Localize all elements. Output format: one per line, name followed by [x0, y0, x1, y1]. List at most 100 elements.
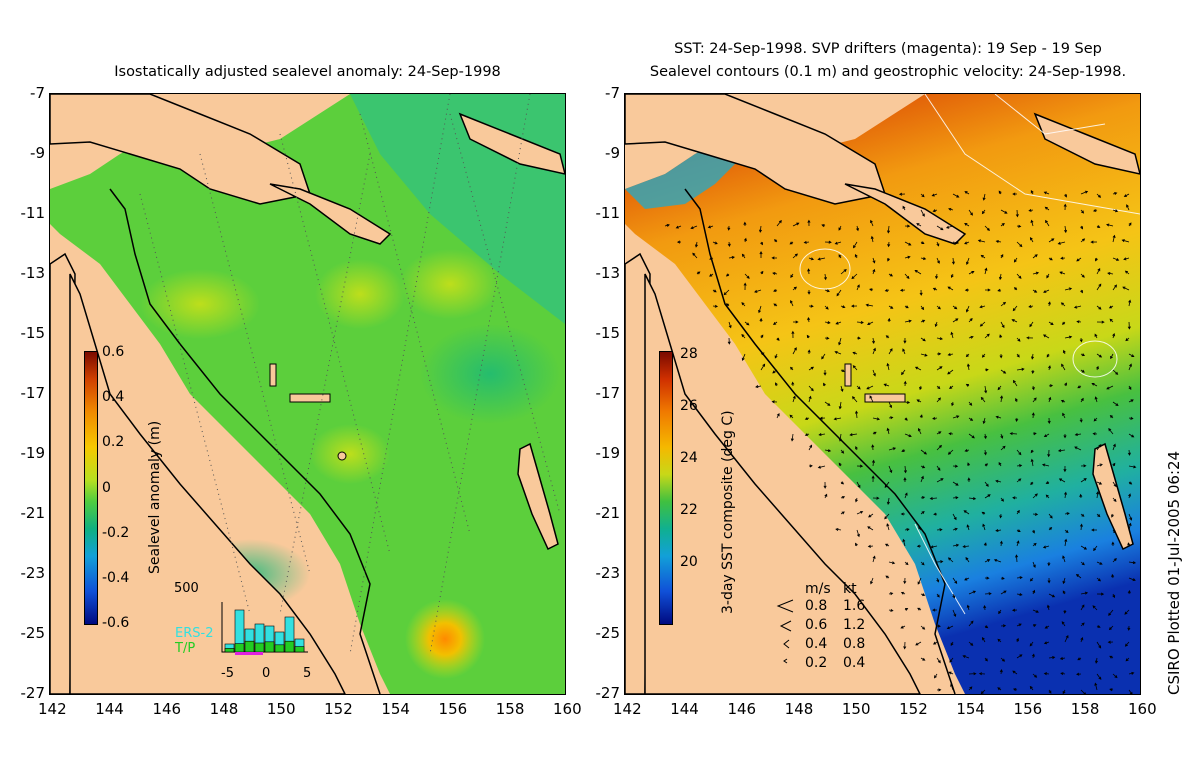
longitude-tick-label: 160 — [553, 700, 582, 718]
velocity-arrow — [983, 542, 987, 547]
velocity-arrow — [759, 317, 763, 323]
velocity-arrow — [1046, 273, 1050, 279]
velocity-arrow — [1080, 478, 1087, 483]
velocity-arrow — [806, 334, 810, 339]
velocity-arrow — [1029, 237, 1034, 243]
velocity-arrow — [773, 303, 778, 307]
velocity-arrow — [760, 270, 764, 275]
velocity-arrow — [1016, 464, 1023, 468]
velocity-arrow — [821, 224, 826, 228]
longitude-tick-label: 158 — [495, 700, 525, 718]
velocity-arrow — [920, 561, 925, 566]
velocity-arrow — [981, 353, 986, 358]
longitude-tick-label: 150 — [266, 700, 296, 718]
sealevel-colorbar — [84, 351, 98, 625]
sst-tick: 22 — [680, 502, 698, 518]
velocity-arrow — [883, 383, 890, 387]
velocity-arrow — [968, 686, 973, 691]
velocity-arrow — [1107, 271, 1114, 275]
velocity-arrow — [869, 288, 874, 292]
velocity-arrow — [840, 269, 847, 275]
velocity-arrow — [965, 257, 970, 266]
velocity-arrow — [1030, 353, 1035, 360]
velocity-arrow — [1096, 592, 1105, 596]
velocity-arrow — [1063, 491, 1068, 499]
velocity-arrow — [1047, 577, 1051, 584]
velocity-arrow — [1080, 273, 1085, 278]
velocity-arrow — [1079, 523, 1083, 531]
velocity-arrow — [968, 417, 974, 421]
velocity-arrow — [1064, 287, 1073, 291]
velocity-arrow — [1080, 289, 1083, 294]
velocity-arrow — [1031, 412, 1035, 419]
velocity-arrow — [933, 512, 938, 516]
velocity-arrow — [1128, 353, 1135, 357]
velocity-arrow — [1128, 399, 1134, 403]
velocity-arrow — [995, 479, 1002, 483]
sealevel-tick: 0.6 — [102, 344, 125, 360]
velocity-arrow — [888, 273, 894, 277]
velocity-arrow — [692, 252, 698, 259]
velocity-arrow — [885, 575, 890, 579]
sst-tick: 24 — [680, 450, 698, 466]
velocity-arrow — [1000, 497, 1004, 502]
sealevel-anomaly-svg — [50, 94, 565, 694]
velocity-arrow — [1032, 271, 1040, 275]
velocity-arrow — [903, 337, 907, 344]
velocity-arrow — [900, 512, 906, 516]
velocity-arrow — [1016, 478, 1022, 483]
velocity-legend-ms: 0.6 — [805, 617, 828, 633]
longitude-tick-label: 158 — [1070, 700, 1100, 718]
velocity-arrow — [1016, 623, 1022, 627]
velocity-arrow — [1077, 657, 1082, 661]
velocity-arrow — [867, 321, 874, 326]
velocity-arrow — [1016, 241, 1023, 248]
velocity-arrow — [1016, 529, 1021, 533]
velocity-arrow — [1108, 428, 1114, 435]
velocity-arrow — [808, 385, 814, 392]
velocity-arrow — [964, 241, 970, 245]
velocity-arrow — [952, 481, 959, 486]
longitude-tick-label: 144 — [670, 700, 699, 718]
velocity-arrow — [1128, 481, 1133, 485]
velocity-arrow — [808, 366, 815, 371]
velocity-arrow — [962, 544, 970, 549]
velocity-arrow — [888, 561, 896, 565]
histogram-bar-tp — [224, 648, 235, 653]
velocity-arrow — [851, 273, 858, 280]
velocity-arrow — [872, 347, 876, 355]
velocity-arrow — [1061, 363, 1066, 371]
velocity-arrow — [1059, 656, 1066, 660]
velocity-arrow — [915, 641, 922, 646]
velocity-arrow — [968, 270, 975, 275]
velocity-arrow — [872, 431, 877, 435]
velocity-arrow — [1096, 193, 1102, 198]
velocity-arrow — [1048, 689, 1052, 694]
velocity-arrow — [1028, 304, 1034, 308]
velocity-arrow — [728, 321, 732, 329]
velocity-arrow — [771, 400, 778, 404]
velocity-arrow — [904, 528, 910, 532]
velocity-arrow — [1073, 305, 1082, 309]
right-panel-title-line1: SST: 24-Sep-1998. SVP drifters (magenta)… — [674, 41, 1102, 57]
velocity-arrow — [967, 477, 971, 483]
velocity-arrow — [741, 353, 746, 361]
velocity-arrow — [712, 241, 718, 245]
velocity-arrow — [936, 257, 940, 264]
velocity-legend-header-kt: kt — [843, 581, 857, 597]
velocity-arrow — [1094, 333, 1098, 339]
velocity-arrow — [952, 496, 959, 500]
velocity-arrow — [1127, 449, 1131, 456]
velocity-arrow — [854, 410, 859, 419]
velocity-arrow — [1032, 529, 1035, 534]
velocity-arrow — [1048, 257, 1053, 261]
velocity-arrow — [1108, 625, 1114, 631]
velocity-arrow — [838, 337, 842, 346]
velocity-arrow — [1031, 385, 1035, 391]
velocity-arrow — [1044, 625, 1050, 629]
velocity-arrow — [1060, 302, 1066, 307]
velocity-arrow — [1076, 257, 1082, 262]
velocity-arrow — [999, 669, 1003, 675]
velocity-arrow — [968, 401, 973, 406]
velocity-arrow — [1106, 385, 1114, 390]
